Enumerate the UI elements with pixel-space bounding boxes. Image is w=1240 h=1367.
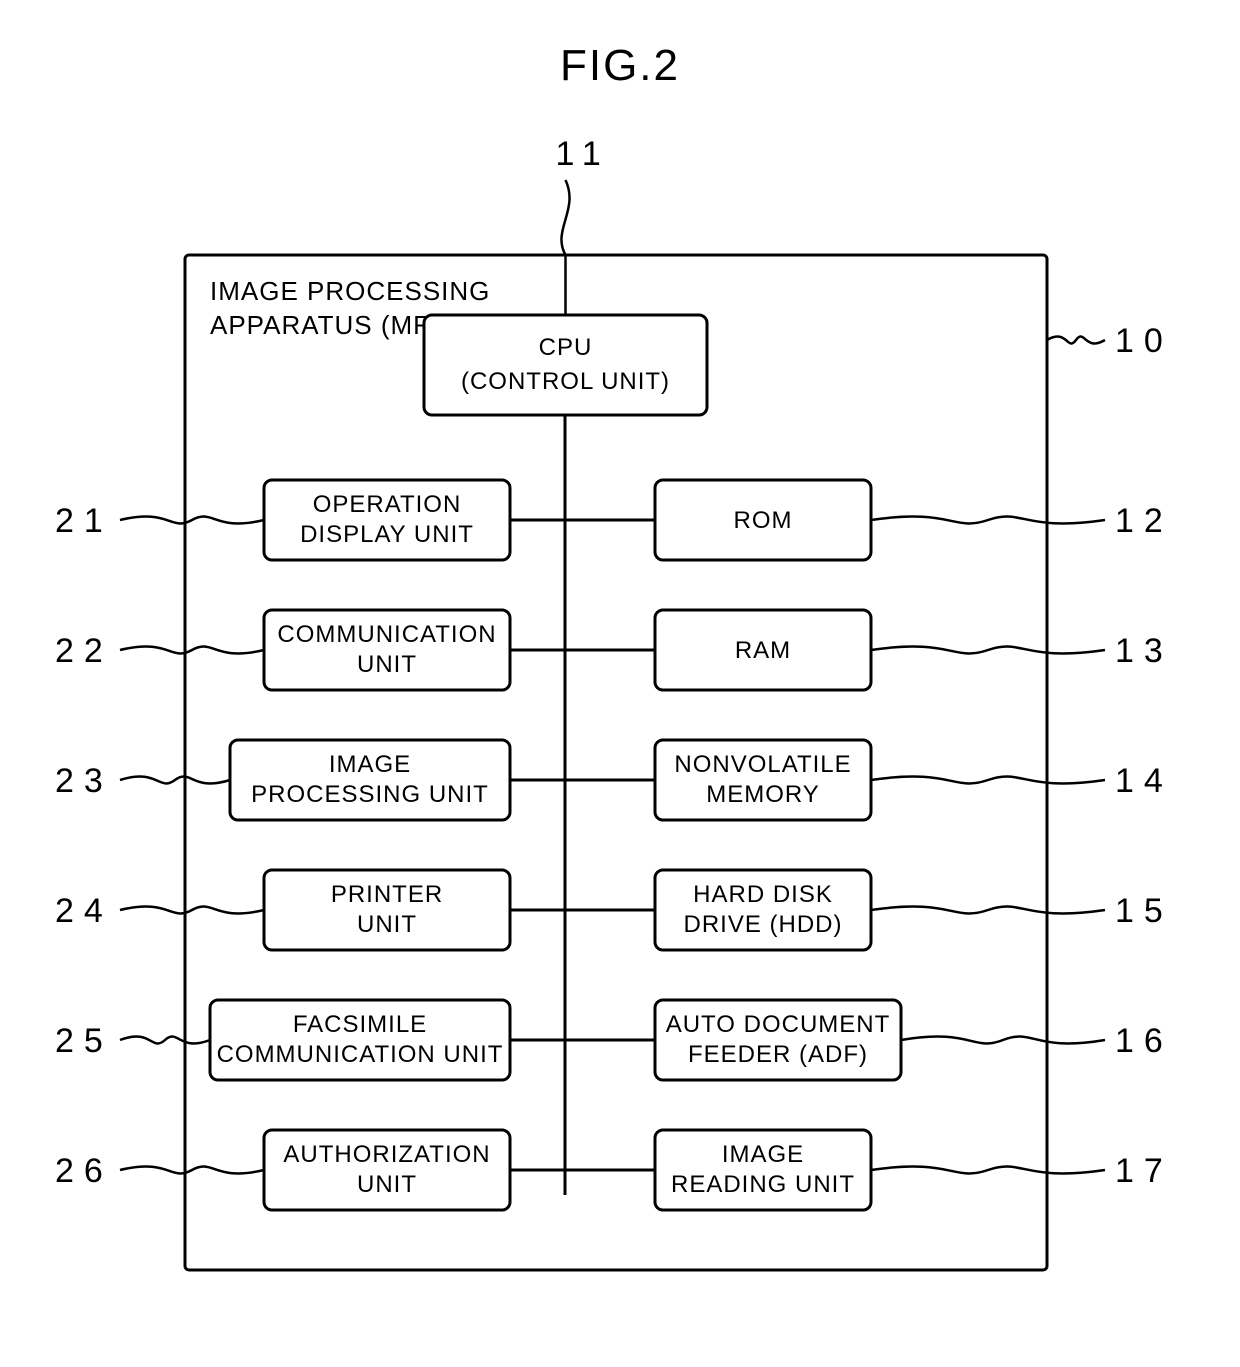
svg-text:15: 15 [1115,892,1173,930]
svg-text:22: 22 [55,632,113,670]
svg-text:21: 21 [55,502,113,540]
svg-text:17: 17 [1115,1152,1173,1190]
svg-text:UNIT: UNIT [357,1171,417,1198]
svg-text:RAM: RAM [735,637,791,664]
svg-text:(CONTROL UNIT): (CONTROL UNIT) [461,368,670,395]
svg-text:DISPLAY UNIT: DISPLAY UNIT [300,521,474,548]
svg-text:PROCESSING UNIT: PROCESSING UNIT [251,781,489,808]
svg-text:DRIVE (HDD): DRIVE (HDD) [684,911,843,938]
svg-text:CPU: CPU [539,334,593,361]
svg-text:25: 25 [55,1022,113,1060]
svg-text:FIG.2: FIG.2 [560,41,680,90]
svg-text:FEEDER (ADF): FEEDER (ADF) [688,1041,868,1068]
svg-text:MEMORY: MEMORY [706,781,820,808]
svg-text:23: 23 [55,762,113,800]
svg-text:12: 12 [1115,502,1173,540]
svg-text:UNIT: UNIT [357,911,417,938]
svg-text:COMMUNICATION: COMMUNICATION [277,621,496,648]
svg-text:HARD DISK: HARD DISK [693,881,833,908]
svg-text:NONVOLATILE: NONVOLATILE [674,751,851,778]
svg-text:OPERATION: OPERATION [313,491,462,518]
svg-text:10: 10 [1115,322,1173,360]
svg-text:COMMUNICATION UNIT: COMMUNICATION UNIT [217,1041,504,1068]
svg-text:14: 14 [1115,762,1173,800]
svg-text:PRINTER: PRINTER [331,881,443,908]
svg-text:24: 24 [55,892,113,930]
svg-text:16: 16 [1115,1022,1173,1060]
svg-text:IMAGE PROCESSING: IMAGE PROCESSING [210,276,490,306]
svg-text:AUTO DOCUMENT: AUTO DOCUMENT [666,1011,891,1038]
svg-text:APPARATUS (MFP): APPARATUS (MFP) [210,310,458,340]
svg-text:13: 13 [1115,632,1173,670]
svg-text:UNIT: UNIT [357,651,417,678]
svg-text:READING UNIT: READING UNIT [671,1171,855,1198]
svg-text:11: 11 [556,135,611,173]
svg-text:IMAGE: IMAGE [329,751,411,778]
svg-text:IMAGE: IMAGE [722,1141,804,1168]
svg-text:AUTHORIZATION: AUTHORIZATION [283,1141,490,1168]
figure-2-block-diagram: FIG.2 IMAGE PROCESSING APPARATUS (MFP) CPU (… [0,0,1240,1367]
svg-text:26: 26 [55,1152,113,1190]
svg-text:ROM: ROM [734,507,793,534]
svg-text:FACSIMILE: FACSIMILE [293,1011,427,1038]
